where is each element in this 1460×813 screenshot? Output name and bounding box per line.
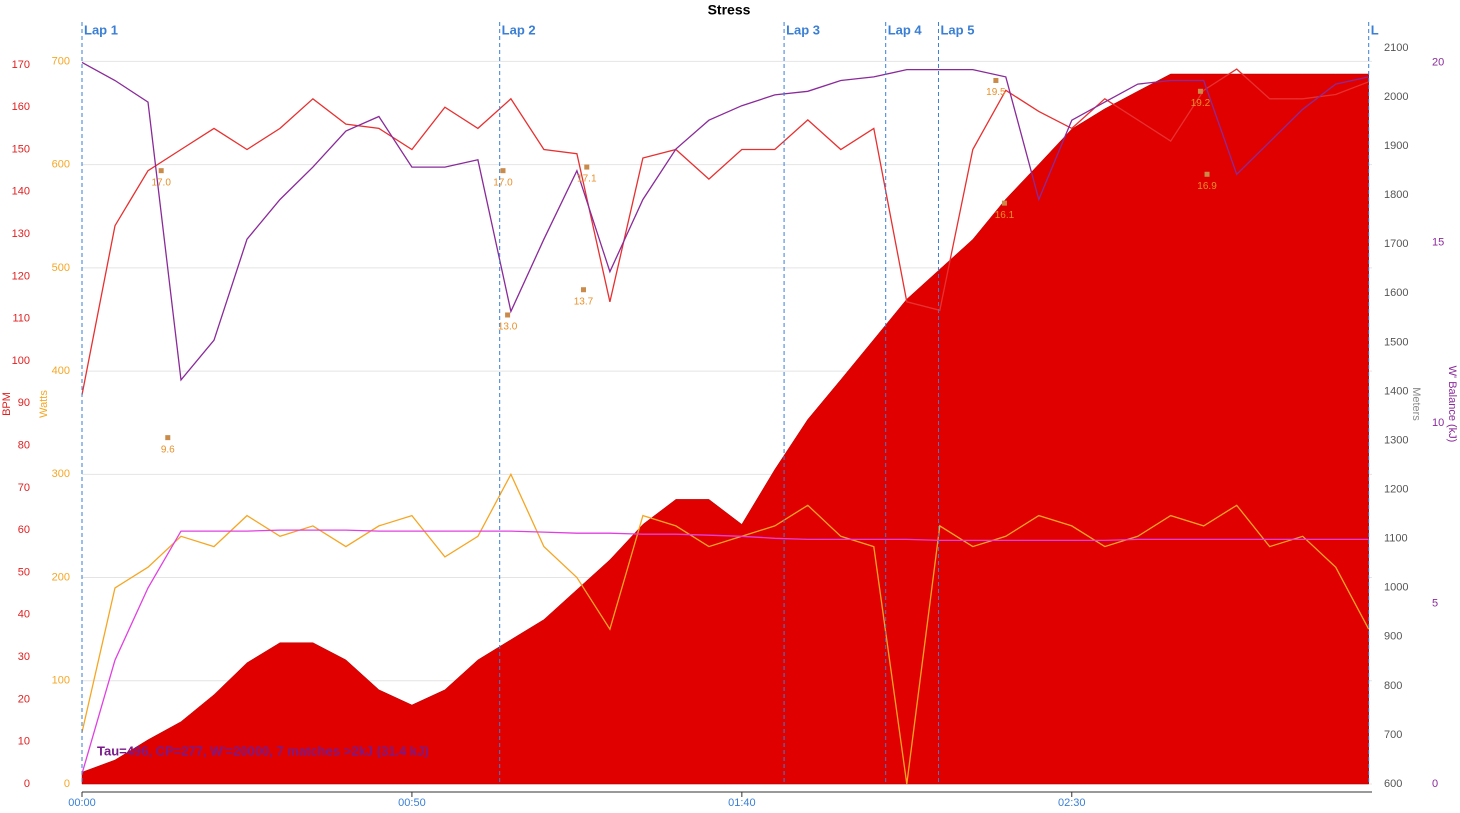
bpm-tick-label: 80 xyxy=(18,440,30,452)
bpm-tick-label: 20 xyxy=(18,693,30,705)
wbal-tick-label: 15 xyxy=(1432,237,1444,249)
match-point xyxy=(505,312,511,318)
match-point xyxy=(1001,200,1007,206)
match-label: 13.0 xyxy=(498,322,518,333)
meters-tick-label: 1000 xyxy=(1384,582,1408,594)
wbal-tick-label: 0 xyxy=(1432,778,1438,790)
meters-tick-label: 2000 xyxy=(1384,91,1408,103)
match-point xyxy=(993,77,999,83)
lap-label: L xyxy=(1371,22,1379,37)
match-label: 17.0 xyxy=(151,177,171,188)
match-label: 19.5 xyxy=(986,87,1006,98)
bpm-tick-label: 90 xyxy=(18,397,30,409)
watts-tick-label: 100 xyxy=(52,675,70,687)
watts-tick-label: 300 xyxy=(52,468,70,480)
bpm-tick-label: 170 xyxy=(12,59,30,71)
wbal-axis-title: W' Balance (kJ) xyxy=(1446,366,1458,443)
match-label: 19.2 xyxy=(1191,98,1211,109)
x-tick-label: 01:40 xyxy=(728,797,756,809)
match-label: 9.6 xyxy=(161,444,175,455)
wbal-line xyxy=(81,61,1369,382)
match-label: 17.1 xyxy=(577,174,597,185)
meters-tick-label: 1800 xyxy=(1384,189,1408,201)
bpm-tick-label: 40 xyxy=(18,609,30,621)
bpm-tick-label: 10 xyxy=(18,736,30,748)
lap-label: Lap 5 xyxy=(940,22,974,37)
bpm-tick-label: 120 xyxy=(12,270,30,282)
bpm-tick-label: 50 xyxy=(18,566,30,578)
watts-line xyxy=(81,472,1370,785)
lap-label: Lap 2 xyxy=(502,22,536,37)
bpm-tick-label: 0 xyxy=(24,778,30,790)
meters-tick-label: 2100 xyxy=(1384,42,1408,54)
watts-line xyxy=(81,529,1369,774)
match-point xyxy=(165,435,171,441)
meters-tick-label: 900 xyxy=(1384,631,1402,643)
bpm-tick-label: 70 xyxy=(18,482,30,494)
meters-tick-label: 1600 xyxy=(1384,287,1408,299)
meters-tick-label: 600 xyxy=(1384,778,1402,790)
watts-tick-label: 0 xyxy=(64,778,70,790)
bpm-tick-label: 160 xyxy=(12,101,30,113)
watts-tick-label: 600 xyxy=(52,159,70,171)
meters-axis-title: Meters xyxy=(1410,387,1422,421)
watts-tick-label: 200 xyxy=(52,571,70,583)
meters-tick-label: 700 xyxy=(1384,729,1402,741)
match-label: 17.0 xyxy=(493,177,513,188)
chart-title: Stress xyxy=(708,2,751,18)
meters-tick-label: 1200 xyxy=(1384,484,1408,496)
match-point xyxy=(1204,171,1210,177)
x-tick-label: 02:30 xyxy=(1058,797,1086,809)
meters-tick-label: 1700 xyxy=(1384,238,1408,250)
bpm-tick-label: 30 xyxy=(18,651,30,663)
match-point xyxy=(500,168,506,174)
match-point xyxy=(1197,88,1203,94)
match-point xyxy=(584,164,590,170)
meters-tick-label: 800 xyxy=(1384,680,1402,692)
wbal-tick-label: 5 xyxy=(1432,598,1438,610)
watts-tick-label: 400 xyxy=(52,365,70,377)
match-label: 13.7 xyxy=(574,296,594,307)
x-tick-label: 00:50 xyxy=(398,797,426,809)
watts-tick-label: 700 xyxy=(52,55,70,67)
bpm-tick-label: 150 xyxy=(12,143,30,155)
watts-tick-label: 500 xyxy=(52,262,70,274)
wbal-tick-label: 20 xyxy=(1432,56,1444,68)
meters-tick-label: 1400 xyxy=(1384,385,1408,397)
lap-label: Lap 3 xyxy=(786,22,820,37)
match-point xyxy=(158,168,164,174)
bpm-axis-title: BPM xyxy=(1,392,13,416)
match-label: 16.1 xyxy=(995,210,1015,221)
lap-label: Lap 4 xyxy=(888,22,923,37)
meters-tick-label: 1300 xyxy=(1384,434,1408,446)
annotation: Tau=496, CP=277, W'=20000, 7 matches >2k… xyxy=(97,743,429,758)
bpm-tick-label: 60 xyxy=(18,524,30,536)
bpm-tick-label: 110 xyxy=(12,313,30,325)
bpm-tick-label: 140 xyxy=(12,186,30,198)
altitude-area xyxy=(81,73,1369,785)
meters-tick-label: 1100 xyxy=(1384,533,1408,545)
bpm-tick-label: 130 xyxy=(12,228,30,240)
watts-axis-title: Watts xyxy=(38,390,50,418)
wbal-tick-label: 10 xyxy=(1432,417,1444,429)
meters-tick-label: 1900 xyxy=(1384,140,1408,152)
match-label: 16.9 xyxy=(1197,181,1217,192)
bpm-line xyxy=(81,68,1369,396)
meters-tick-label: 1500 xyxy=(1384,336,1408,348)
lap-label: Lap 1 xyxy=(84,22,118,37)
x-tick-label: 00:00 xyxy=(68,797,96,809)
match-point xyxy=(580,287,586,293)
bpm-tick-label: 100 xyxy=(12,355,30,367)
